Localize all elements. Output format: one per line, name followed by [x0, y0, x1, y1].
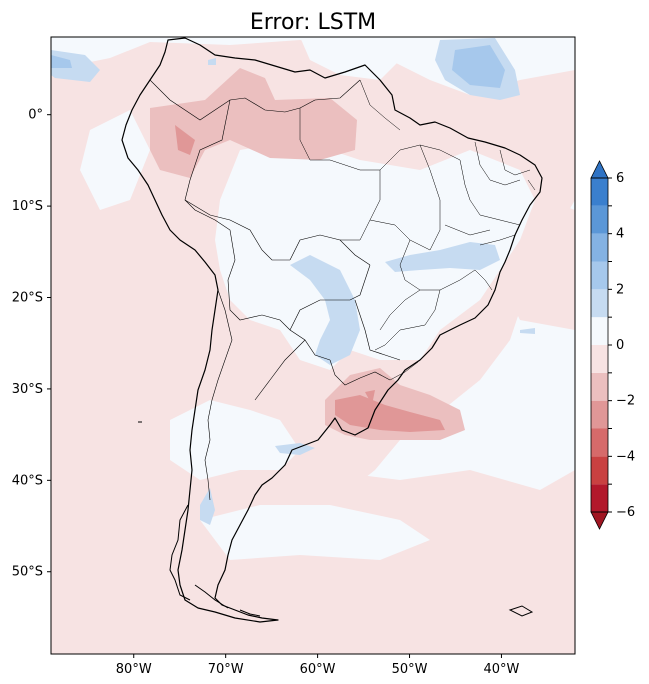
- colorbar: 6 4 2 0 −2 −4 −6: [590, 160, 635, 530]
- colorbar-tick-label: −4: [616, 449, 635, 464]
- lat-tick-label: 10°S: [12, 199, 43, 214]
- neutral-region-amazon: [215, 140, 535, 370]
- blue-region-brazil-east: [385, 242, 500, 272]
- coastline-falklands: [508, 605, 534, 617]
- colorbar-segment: [591, 345, 608, 373]
- error-core-plata: [335, 395, 445, 432]
- map-panel: [51, 37, 575, 654]
- error-core-uruguay: [365, 390, 375, 405]
- blue-region-paraguay: [290, 255, 360, 365]
- colorbar-segment: [591, 289, 608, 318]
- lat-tick-label: 40°S: [12, 473, 43, 488]
- colorbar-extend-max: [590, 160, 609, 179]
- error-region-south: [51, 470, 575, 654]
- neutral-region-top: [300, 37, 400, 80]
- colorbar-tick-label: 6: [616, 171, 624, 186]
- colorbar-tick-label: −2: [616, 394, 635, 409]
- colorbar-segment: [591, 205, 608, 234]
- lat-tick-label: 30°S: [12, 382, 43, 397]
- lat-tick-label: 50°S: [12, 565, 43, 580]
- colorbar-segment: [591, 233, 608, 262]
- neutral-region-andes: [170, 400, 300, 480]
- colorbar-extend-min: [590, 511, 609, 530]
- lon-tick-label: 40°W: [484, 662, 520, 677]
- colorbar-segment: [591, 372, 608, 401]
- lat-tick-label: 0°: [28, 108, 43, 123]
- colorbar-segment: [591, 428, 608, 457]
- map-frame: [50, 36, 576, 655]
- blue-region-northwest: [51, 50, 100, 82]
- blue-region-chile: [200, 488, 215, 525]
- country-borders: [149, 79, 401, 501]
- neutral-region-northwest: [80, 110, 150, 210]
- coastline-chile-islands: [169, 504, 261, 617]
- neutral-regions: [80, 37, 535, 560]
- colorbar-segment: [591, 484, 608, 512]
- lon-tick-label: 80°W: [116, 662, 152, 677]
- blue-region-atlantic-east: [520, 328, 535, 334]
- colorbar-tick-label: −6: [616, 505, 635, 520]
- coastline-south-america: [121, 37, 543, 623]
- state-borders: [299, 79, 536, 381]
- figure-title: Error: LSTM: [250, 10, 376, 35]
- lon-tick-label: 70°W: [208, 662, 244, 677]
- neutral-region-south-ocean: [200, 505, 430, 560]
- blue-regions: [51, 45, 505, 88]
- colorbar-tick-label: 2: [616, 282, 624, 297]
- dark-red-regions: [175, 125, 445, 432]
- lon-tick-label: 60°W: [300, 662, 336, 677]
- blue-core-atlantic-north: [452, 45, 505, 88]
- colorbar-segment: [591, 317, 608, 345]
- colorbar-tick-label: 4: [616, 227, 624, 242]
- lat-tick-label: 20°S: [12, 291, 43, 306]
- longitude-axis: 80°W 70°W 60°W 50°W 40°W: [116, 654, 520, 677]
- lon-tick-label: 50°W: [392, 662, 428, 677]
- latitude-axis: 0° 10°S 20°S 30°S 40°S 50°S: [12, 108, 51, 580]
- colorbar-tick-label: 0: [616, 338, 624, 353]
- colorbar-segment: [591, 400, 608, 429]
- error-core-amazon: [175, 125, 195, 155]
- colorbar-segment: [591, 261, 608, 290]
- blue-core-northwest: [51, 55, 72, 68]
- blue-region-north-andes: [208, 58, 216, 65]
- colorbar-segment: [591, 178, 608, 206]
- colorbar-segment: [591, 456, 608, 485]
